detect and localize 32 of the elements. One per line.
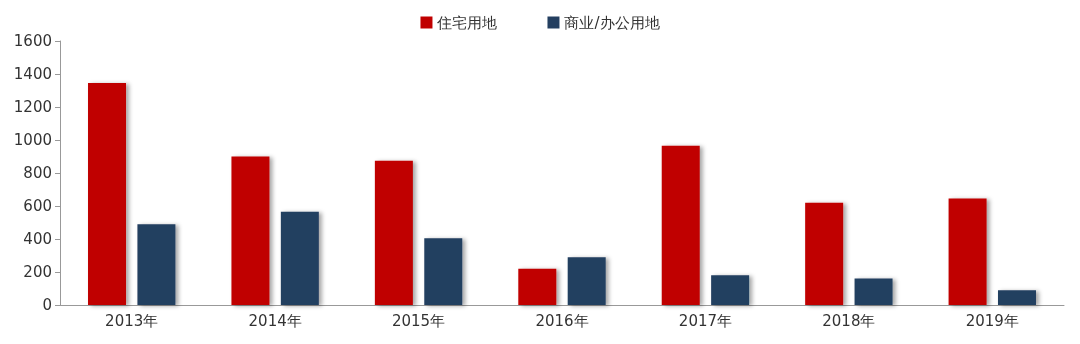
bar — [805, 202, 844, 305]
x-tick-label: 2019年 — [965, 311, 1019, 330]
x-tick-label: 2018年 — [822, 311, 876, 330]
y-tick-label: 600 — [23, 197, 52, 215]
x-tick-label: 2013年 — [105, 311, 159, 330]
y-tick-label: 1200 — [13, 98, 52, 116]
y-tick-label: 1000 — [13, 131, 52, 149]
bar — [518, 268, 557, 305]
bar — [280, 211, 319, 305]
x-tick-label: 2014年 — [248, 311, 302, 330]
bar — [854, 278, 893, 305]
bar — [374, 160, 413, 305]
y-tick-label: 800 — [23, 164, 52, 182]
y-tick-label: 1600 — [13, 32, 52, 50]
x-tick-label: 2017年 — [678, 311, 733, 330]
y-tick-label: 200 — [23, 263, 52, 281]
bar — [424, 238, 463, 305]
bar — [137, 224, 176, 305]
y-tick-label: 0 — [42, 296, 52, 314]
bar — [997, 290, 1036, 305]
bar — [88, 83, 127, 305]
bar — [231, 156, 270, 305]
bar — [661, 145, 700, 305]
legend-label: 商业/办公用地 — [564, 13, 660, 32]
y-tick-label: 400 — [23, 230, 52, 248]
y-tick-label: 1400 — [13, 65, 52, 83]
bar — [711, 275, 750, 305]
bar — [948, 198, 987, 305]
x-tick-label: 2016年 — [535, 311, 589, 330]
x-tick-label: 2015年 — [391, 311, 446, 330]
bar — [567, 257, 606, 305]
legend-label: 住宅用地 — [436, 13, 498, 32]
